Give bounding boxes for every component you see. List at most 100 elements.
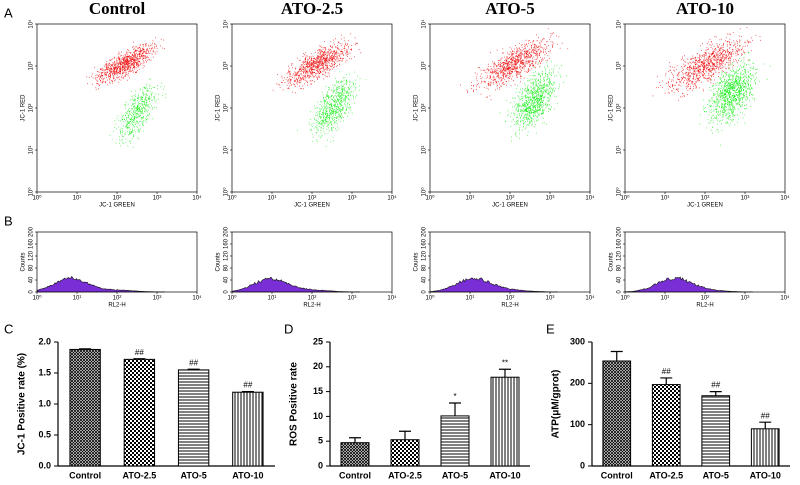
x-tick-label: 10³ — [348, 296, 357, 302]
y-tick-label: 80 — [422, 264, 428, 271]
x-tick-label: 10² — [701, 196, 710, 202]
y-tick-label: 10⁰ — [616, 187, 623, 197]
x-tick-label: ATO-2.5 — [649, 470, 683, 480]
y-tick-label: 10⁰ — [421, 187, 428, 197]
plot-frame — [624, 23, 786, 193]
x-tick-label: 10³ — [546, 196, 555, 202]
y-tick-label: 10² — [422, 104, 428, 113]
y-tick-label: 10⁴ — [616, 19, 623, 29]
red-population — [460, 28, 569, 101]
y-tick-label: 200 — [29, 226, 35, 237]
y-tick-label: 120 — [617, 250, 623, 261]
y-tick-label: 20 — [313, 361, 323, 371]
y-tick-label: 0 — [318, 460, 323, 470]
y-tick-label: 15 — [313, 386, 323, 396]
significance: ## — [135, 348, 144, 357]
panel-letter: D — [284, 321, 293, 336]
histogram-area — [429, 277, 559, 293]
y-tick-label: 0.0 — [38, 460, 51, 470]
y-tick-label: 10² — [29, 104, 35, 113]
significance: ## — [243, 381, 252, 390]
panel-letter: B — [4, 213, 13, 228]
plot-frame — [231, 231, 393, 293]
y-tick-label: 5 — [318, 436, 323, 446]
y-tick-label: 40 — [224, 276, 230, 283]
x-tick-label: ATO-10 — [750, 470, 781, 480]
y-tick-label: 10 — [313, 411, 323, 421]
x-axis-label: JC-1 GREEN — [294, 203, 330, 209]
x-tick-label: 10² — [113, 296, 122, 302]
bar — [440, 415, 470, 467]
x-tick-label: 10⁴ — [192, 195, 202, 202]
plot-frame — [429, 231, 591, 293]
y-tick-label: 120 — [224, 250, 230, 261]
x-tick-label: 10⁰ — [425, 295, 435, 302]
y-tick-label: 80 — [617, 264, 623, 271]
y-tick-label: 200 — [224, 226, 230, 237]
x-tick-label: 10⁴ — [780, 195, 790, 202]
histogram-area — [36, 275, 166, 293]
x-axis-label: RL2-H — [501, 303, 518, 309]
plot-frame — [624, 231, 786, 293]
y-tick-label: 40 — [617, 276, 623, 283]
error-bar — [449, 402, 461, 416]
y-tick-label: 10¹ — [617, 146, 623, 155]
error-bar — [499, 368, 511, 378]
y-tick-label: 200 — [570, 378, 585, 388]
x-tick-label: 10¹ — [466, 196, 475, 202]
y-axis-label: Counts — [21, 252, 27, 271]
panel-letter: A — [4, 5, 13, 20]
y-axis-label: Counts — [414, 252, 420, 271]
x-axis-label: JC-1 GREEN — [687, 203, 723, 209]
x-tick-label: ATO-10 — [232, 470, 263, 480]
error-bar — [187, 368, 200, 370]
x-tick-label: 10⁴ — [387, 295, 397, 302]
significance: ** — [502, 358, 508, 367]
y-tick-label: 10⁴ — [28, 19, 35, 29]
x-tick-label: ATO-2.5 — [388, 470, 422, 480]
error-bar — [709, 391, 722, 396]
green-population — [109, 78, 167, 148]
x-tick-label: 10⁰ — [620, 195, 630, 202]
chart-title: ATO-5 — [485, 0, 534, 18]
bar — [390, 439, 420, 467]
x-tick-label: 10¹ — [466, 296, 475, 302]
bar — [123, 358, 156, 467]
bar — [602, 360, 632, 467]
x-tick-label: 10¹ — [73, 296, 82, 302]
y-tick-label: 10⁴ — [421, 19, 428, 29]
significance: * — [453, 392, 456, 401]
x-axis-label: JC-1 GREEN — [99, 203, 135, 209]
x-tick-label: 10² — [113, 196, 122, 202]
x-tick-label: 10⁴ — [387, 195, 397, 202]
y-tick-label: 10¹ — [29, 146, 35, 155]
x-tick-label: 10¹ — [661, 296, 670, 302]
y-tick-label: 80 — [29, 264, 35, 271]
x-tick-label: ATO-10 — [489, 470, 520, 480]
x-tick-label: 10¹ — [661, 196, 670, 202]
y-axis-label: JC-1 Positive rate (%) — [17, 353, 28, 455]
x-tick-label: 10³ — [546, 296, 555, 302]
x-tick-label: 10³ — [153, 296, 162, 302]
significance: ## — [761, 411, 770, 420]
x-tick-label: 10² — [701, 296, 710, 302]
y-tick-label: 100 — [570, 419, 585, 429]
x-tick-label: 10⁰ — [620, 295, 630, 302]
x-tick-label: 10² — [506, 196, 515, 202]
x-tick-label: ATO-2.5 — [123, 470, 157, 480]
chart-title: ATO-10 — [676, 0, 734, 18]
x-tick-label: ATO-5 — [703, 470, 729, 480]
y-tick-label: 0 — [617, 290, 623, 294]
bar — [701, 395, 731, 467]
significance: ## — [711, 381, 720, 390]
plot-frame — [429, 23, 591, 193]
error-bar — [133, 358, 146, 360]
y-tick-label: 1.0 — [38, 398, 51, 408]
x-tick-label: 10⁰ — [32, 295, 42, 302]
error-bar — [660, 377, 673, 385]
x-tick-label: Control — [69, 470, 101, 480]
y-axis-label: ATP(μM/gprot) — [551, 370, 562, 439]
x-tick-label: 10¹ — [73, 196, 82, 202]
panel-letter: C — [4, 321, 13, 336]
